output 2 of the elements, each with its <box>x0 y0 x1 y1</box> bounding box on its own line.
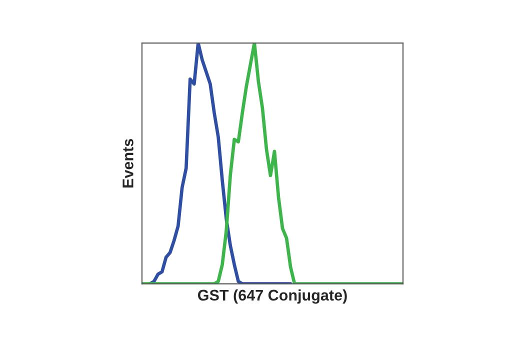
y-axis-title: Events <box>122 139 134 188</box>
x-axis-title: GST (647 Conjugate) <box>198 289 347 304</box>
